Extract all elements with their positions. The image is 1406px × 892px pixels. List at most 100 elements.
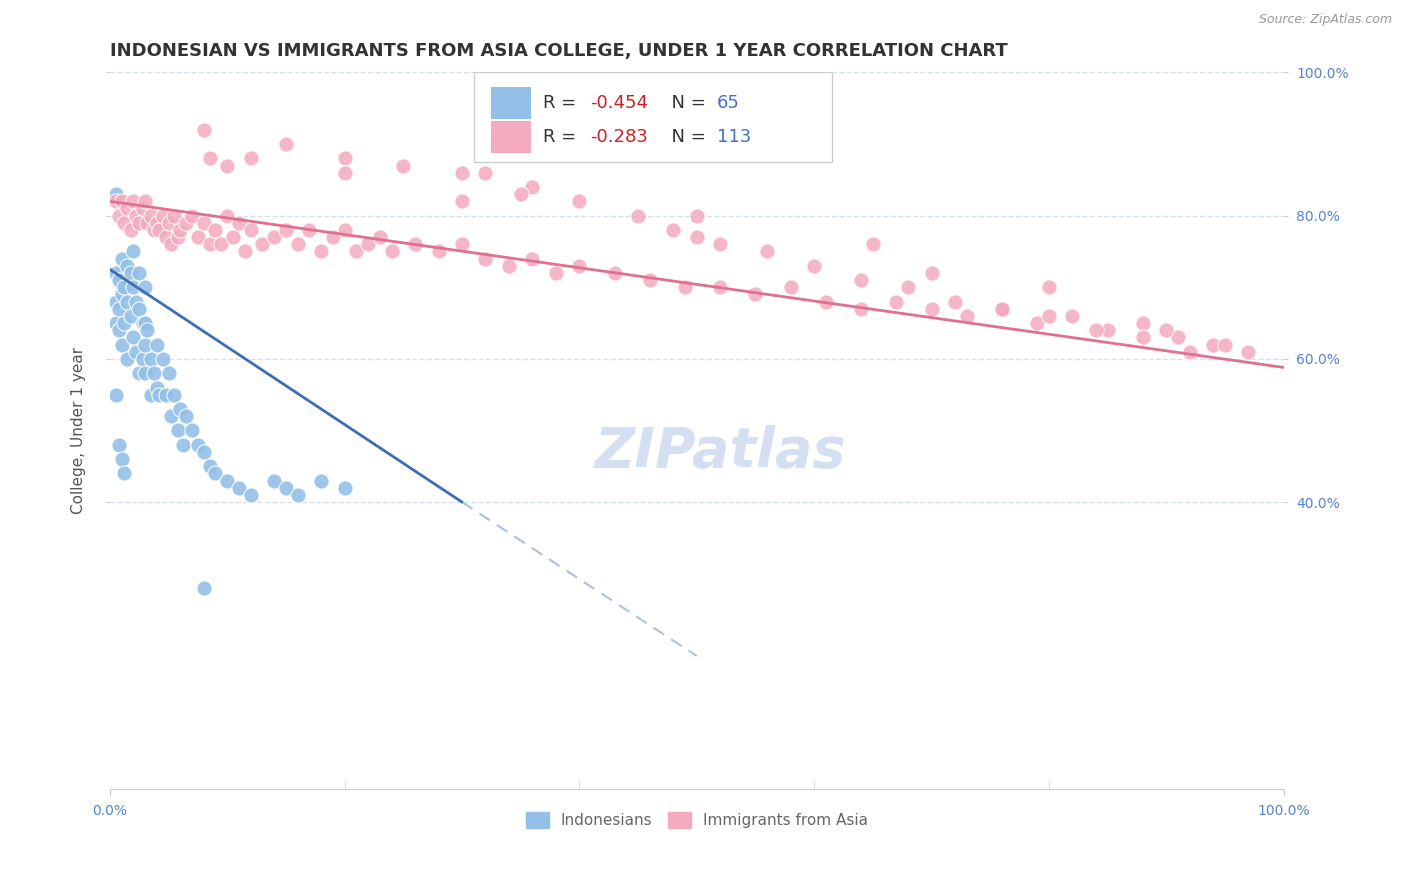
Point bbox=[181, 209, 204, 223]
Point bbox=[217, 159, 239, 173]
Point bbox=[122, 194, 145, 209]
Text: N =: N = bbox=[661, 95, 711, 112]
Point bbox=[152, 209, 174, 223]
Point bbox=[1038, 309, 1060, 323]
Point bbox=[814, 294, 837, 309]
Point bbox=[136, 216, 159, 230]
Point bbox=[132, 351, 155, 366]
Point bbox=[427, 244, 450, 259]
Point bbox=[117, 351, 139, 366]
Point bbox=[509, 187, 531, 202]
Point bbox=[139, 351, 162, 366]
Point bbox=[263, 230, 285, 244]
Point bbox=[404, 237, 426, 252]
Point bbox=[233, 244, 256, 259]
Point bbox=[886, 294, 908, 309]
Point bbox=[167, 230, 190, 244]
Point bbox=[956, 309, 979, 323]
Point bbox=[943, 294, 966, 309]
Point bbox=[124, 344, 146, 359]
Point bbox=[198, 237, 221, 252]
Point bbox=[122, 244, 145, 259]
Point bbox=[1178, 344, 1201, 359]
Point bbox=[187, 438, 209, 452]
Point bbox=[921, 266, 943, 280]
Text: 113: 113 bbox=[717, 128, 751, 146]
Text: ZIPatlas: ZIPatlas bbox=[595, 425, 846, 479]
Point bbox=[128, 366, 150, 380]
Point bbox=[160, 237, 183, 252]
Point bbox=[198, 459, 221, 474]
Point bbox=[128, 301, 150, 316]
Text: -0.283: -0.283 bbox=[591, 128, 648, 146]
Point bbox=[252, 237, 274, 252]
Point bbox=[104, 387, 127, 401]
Point bbox=[169, 223, 191, 237]
Point bbox=[193, 445, 215, 459]
Point bbox=[897, 280, 920, 294]
Point bbox=[849, 301, 872, 316]
Point bbox=[474, 252, 496, 266]
Point bbox=[217, 474, 239, 488]
Point bbox=[333, 166, 356, 180]
Point bbox=[451, 237, 474, 252]
Text: R =: R = bbox=[543, 128, 582, 146]
Point bbox=[568, 194, 591, 209]
Point bbox=[344, 244, 367, 259]
Point bbox=[104, 266, 127, 280]
Point bbox=[163, 209, 186, 223]
Point bbox=[157, 216, 180, 230]
Point bbox=[673, 280, 696, 294]
Point bbox=[209, 237, 232, 252]
Point bbox=[222, 230, 245, 244]
Point bbox=[136, 323, 159, 337]
Point bbox=[120, 266, 142, 280]
Point bbox=[862, 237, 884, 252]
Point bbox=[204, 467, 226, 481]
Point bbox=[155, 230, 177, 244]
Point bbox=[333, 223, 356, 237]
Text: N =: N = bbox=[661, 128, 711, 146]
Point bbox=[134, 194, 156, 209]
Point bbox=[274, 481, 297, 495]
Point bbox=[110, 452, 132, 467]
Point bbox=[104, 316, 127, 330]
Point bbox=[287, 237, 309, 252]
FancyBboxPatch shape bbox=[491, 87, 531, 119]
Point bbox=[709, 280, 731, 294]
Point bbox=[779, 280, 801, 294]
Point bbox=[709, 237, 731, 252]
Legend: Indonesians, Immigrants from Asia: Indonesians, Immigrants from Asia bbox=[520, 806, 875, 835]
Point bbox=[134, 337, 156, 351]
Point bbox=[112, 316, 135, 330]
Point bbox=[163, 387, 186, 401]
Point bbox=[1097, 323, 1119, 337]
Point bbox=[744, 287, 766, 301]
Text: -0.454: -0.454 bbox=[591, 95, 648, 112]
Point bbox=[1084, 323, 1107, 337]
Point bbox=[1213, 337, 1236, 351]
Point bbox=[117, 294, 139, 309]
Point bbox=[143, 223, 166, 237]
Point bbox=[117, 202, 139, 216]
Point bbox=[122, 280, 145, 294]
Point bbox=[204, 223, 226, 237]
Point bbox=[921, 301, 943, 316]
Point bbox=[803, 259, 825, 273]
Point bbox=[1167, 330, 1189, 344]
Point bbox=[662, 223, 685, 237]
Point bbox=[172, 438, 194, 452]
Point bbox=[544, 266, 567, 280]
Point bbox=[274, 136, 297, 151]
Point bbox=[112, 280, 135, 294]
Point bbox=[1026, 316, 1049, 330]
Point bbox=[198, 152, 221, 166]
Point bbox=[160, 409, 183, 424]
Point bbox=[603, 266, 626, 280]
Y-axis label: College, Under 1 year: College, Under 1 year bbox=[72, 347, 86, 514]
Point bbox=[1038, 280, 1060, 294]
Point bbox=[849, 273, 872, 287]
Point bbox=[357, 237, 380, 252]
Point bbox=[108, 438, 131, 452]
Point bbox=[1132, 316, 1154, 330]
